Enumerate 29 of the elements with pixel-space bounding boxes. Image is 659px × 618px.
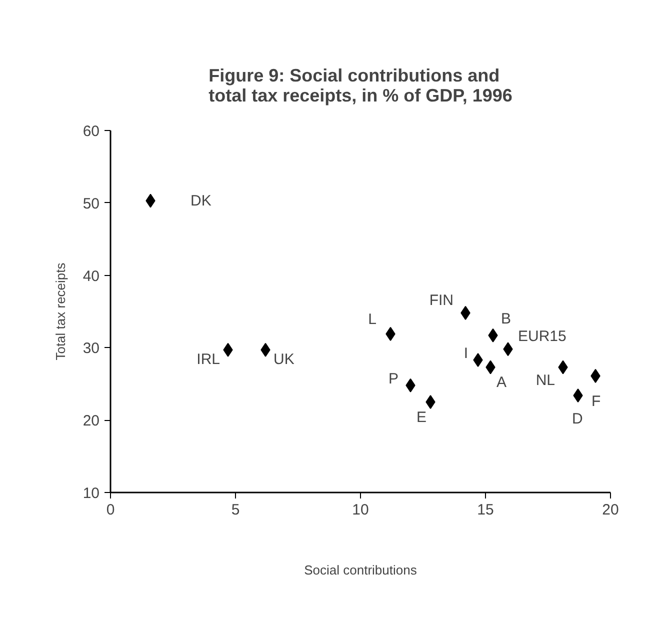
y-tick-label: 40 — [82, 268, 100, 285]
annotation: DK — [190, 192, 212, 210]
x-axis-title: Social contributions — [304, 562, 418, 578]
annotation: D — [572, 410, 583, 428]
y-tick-label: 20 — [82, 412, 100, 430]
y-tick-label: 50 — [82, 195, 100, 212]
annotation: NL — [536, 372, 556, 390]
annotation: L — [368, 310, 376, 328]
annotation: E — [416, 409, 427, 426]
annotation: P — [388, 370, 399, 388]
x-tick-label: 0 — [106, 502, 115, 518]
x-tick-label: 10 — [352, 502, 369, 518]
annotation: F — [592, 392, 601, 410]
y-tick-label: 30 — [82, 340, 100, 358]
annotation: EUR15 — [518, 328, 566, 346]
x-tick-label: 20 — [602, 502, 619, 518]
annotation: B — [501, 310, 512, 328]
y-axis-title: Total tax receipts — [52, 262, 68, 360]
chart-title: Figure 9: Social contributions and total tax receipts, in % of GDP, 1996 — [208, 66, 512, 106]
annotation: A — [496, 374, 507, 392]
y-tick-label: 10 — [82, 485, 100, 502]
annotation: UK — [274, 350, 294, 368]
y-tick-label: 60 — [82, 123, 100, 140]
x-tick-label: 15 — [477, 502, 494, 518]
annotation: IRL — [196, 350, 220, 368]
point — [426, 395, 436, 409]
annotation: FIN — [429, 292, 454, 309]
x-tick-label: 5 — [231, 502, 240, 518]
annotation: I — [464, 345, 468, 362]
